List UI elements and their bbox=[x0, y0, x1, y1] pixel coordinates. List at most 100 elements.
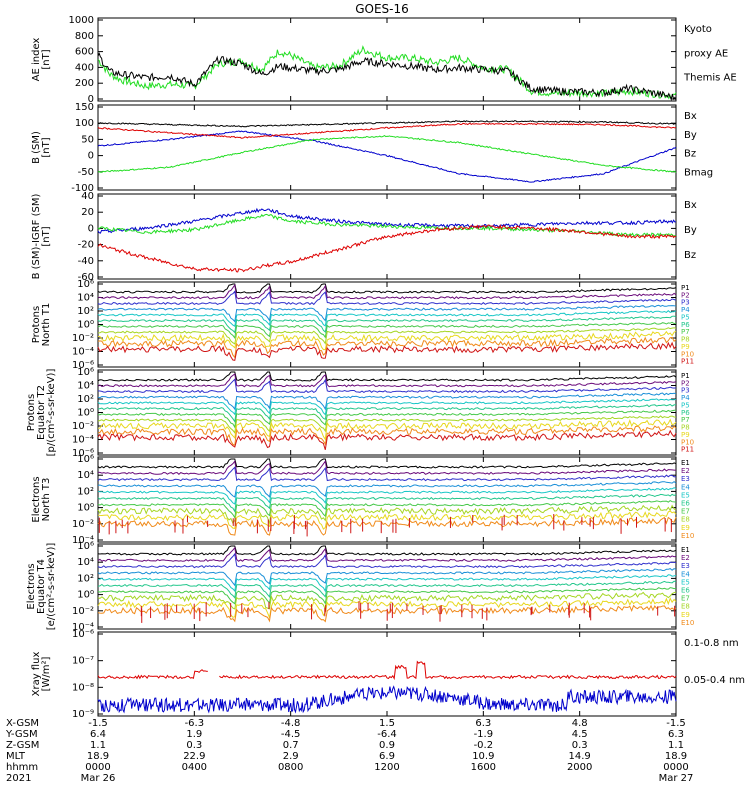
legend-channel: P9 bbox=[681, 343, 690, 351]
ephem-value: 0.7 bbox=[283, 740, 299, 751]
y-tick-label: 600 bbox=[75, 47, 94, 58]
y-tick-label: 40 bbox=[81, 191, 94, 202]
y-tick-label: 100 bbox=[75, 118, 94, 129]
legend-channel: P5 bbox=[681, 401, 690, 409]
legend-channel: P11 bbox=[681, 358, 694, 366]
y-tick-label: 10⁻⁸ bbox=[72, 682, 94, 693]
legend-channel: P8 bbox=[681, 424, 690, 432]
flux-group-5 bbox=[97, 458, 677, 537]
legend-channel: E5 bbox=[681, 578, 690, 586]
flux-channel-line bbox=[97, 466, 677, 482]
flux-channel-line bbox=[97, 510, 677, 530]
ephemeris-table: X-GSMY-GSMZ-GSMMLThhmm2021-1.56.41.118.9… bbox=[5, 718, 693, 784]
legend-channel: E10 bbox=[681, 532, 694, 540]
xray-long-line bbox=[97, 660, 677, 681]
legend-channel: P4 bbox=[681, 394, 690, 402]
y-tick-label: 10⁰ bbox=[77, 320, 94, 331]
legend-channel: E5 bbox=[681, 491, 690, 499]
y-tick-label: 10⁻⁶ bbox=[72, 448, 94, 459]
legend-channel: E10 bbox=[681, 619, 694, 627]
ephem-value: 1.1 bbox=[668, 740, 684, 751]
ephem-value: -1.5 bbox=[88, 718, 108, 729]
ephem-row-label: X-GSM bbox=[6, 718, 39, 729]
ephem-value: Mar 27 bbox=[659, 773, 694, 784]
flux-channel-line bbox=[97, 409, 676, 429]
y-axis-label: Equator T4 bbox=[36, 559, 47, 614]
legend-channel: P3 bbox=[681, 387, 690, 395]
y-tick-label: 10⁴ bbox=[77, 470, 94, 481]
legend-entry: By bbox=[684, 225, 697, 236]
flux-channel-line bbox=[97, 546, 677, 562]
legend-entry: Bz bbox=[684, 149, 696, 160]
ephem-value: 10.9 bbox=[472, 751, 494, 762]
flux-channel-line bbox=[97, 315, 677, 334]
ephem-value: 1.5 bbox=[379, 718, 395, 729]
legend-entry: Bx bbox=[684, 200, 697, 211]
y-tick-label: 10⁻⁴ bbox=[72, 622, 94, 633]
panel-ae: 1000 800 600 400 200 0 AE index [nT] Kyoto proxy … bbox=[31, 15, 737, 105]
legend-channel: E1 bbox=[681, 459, 690, 467]
y-axis-label: North T1 bbox=[41, 303, 52, 347]
legend-channel: P6 bbox=[681, 409, 690, 417]
ephem-value: 1.9 bbox=[186, 729, 202, 740]
y-tick-label: 10⁻² bbox=[72, 519, 94, 530]
panel-pn: 10⁶ 10⁴ 10² 10⁰ 10⁻² 10⁻⁴ 10⁻⁶ Protons North T1 P… bbox=[31, 279, 694, 371]
flux-channel-line bbox=[97, 290, 677, 306]
ephem-row-label: 2021 bbox=[6, 773, 31, 784]
series-line bbox=[97, 130, 677, 183]
flux-channel-line bbox=[97, 321, 677, 340]
y-axis-label: [nT] bbox=[41, 137, 52, 157]
y-tick-label: -50 bbox=[78, 167, 94, 178]
flux-channel-line bbox=[97, 493, 677, 513]
y-tick-label: 0 bbox=[88, 94, 94, 105]
ephem-row-label: Y-GSM bbox=[5, 729, 38, 740]
flux-channel-line bbox=[97, 283, 677, 300]
ephem-value: 0.3 bbox=[186, 740, 202, 751]
ephem-value: -6.4 bbox=[377, 729, 397, 740]
flux-channel-line bbox=[97, 429, 677, 450]
legend-channel: E4 bbox=[681, 570, 690, 578]
ephem-value: 4.8 bbox=[572, 718, 588, 729]
legend-channel: E9 bbox=[681, 524, 690, 532]
flux-channel-line bbox=[97, 373, 677, 388]
legend-channel: P1 bbox=[681, 372, 690, 380]
ephem-value: 0000 bbox=[85, 762, 110, 773]
flux-channel-line bbox=[98, 459, 677, 475]
series-line bbox=[97, 207, 677, 234]
y-tick-label: 10⁻⁴ bbox=[72, 347, 94, 358]
y-axis-label: [nT] bbox=[41, 49, 52, 69]
flux-channel-line bbox=[97, 587, 677, 606]
y-tick-label: 800 bbox=[75, 31, 94, 42]
flux-group-3 bbox=[97, 283, 677, 361]
legend-channel: E9 bbox=[681, 611, 690, 619]
y-axis-label: Xray flux bbox=[31, 652, 42, 697]
flux-channel-line bbox=[97, 545, 677, 556]
y-tick-label: 1000 bbox=[69, 15, 94, 26]
legend-channel: E8 bbox=[681, 516, 690, 524]
ephem-value: 6.9 bbox=[379, 751, 395, 762]
legend-channel: P6 bbox=[681, 321, 690, 329]
y-tick-label: 10⁻² bbox=[72, 606, 94, 617]
y-tick-label: 400 bbox=[75, 62, 94, 73]
legend-channel: P9 bbox=[681, 431, 690, 439]
panel-pe: 10⁶ 10⁴ 10² 10⁰ 10⁻² 10⁻⁴ 10⁻⁶ Protons Equator T… bbox=[26, 367, 694, 459]
y-axis-label: Protons bbox=[26, 394, 37, 431]
flux-group-6 bbox=[97, 545, 677, 623]
y-tick-label: 10² bbox=[77, 573, 94, 584]
ephem-row-label: hhmm bbox=[6, 762, 38, 773]
series-line bbox=[97, 135, 677, 173]
y-tick-label: 10⁴ bbox=[77, 293, 94, 304]
flux-channel-line bbox=[97, 458, 677, 469]
legend-channel: E7 bbox=[681, 595, 690, 603]
y-tick-label: 10⁻⁴ bbox=[72, 435, 94, 446]
panel-xray: 10⁻⁶ 10⁻⁷ 10⁻⁸ 10⁻⁹ Xray flux [W/m²] 0.1-0.8 n… bbox=[31, 629, 745, 720]
flux-channel-line bbox=[97, 392, 677, 411]
series-group-1 bbox=[97, 120, 677, 183]
legend-entry: Themis AE bbox=[683, 73, 737, 84]
ephem-value: 18.9 bbox=[87, 751, 109, 762]
flux-group-4 bbox=[97, 371, 677, 450]
flux-channel-line bbox=[97, 552, 677, 569]
flux-channel-line bbox=[97, 403, 677, 423]
legend-channel: P8 bbox=[681, 336, 690, 344]
